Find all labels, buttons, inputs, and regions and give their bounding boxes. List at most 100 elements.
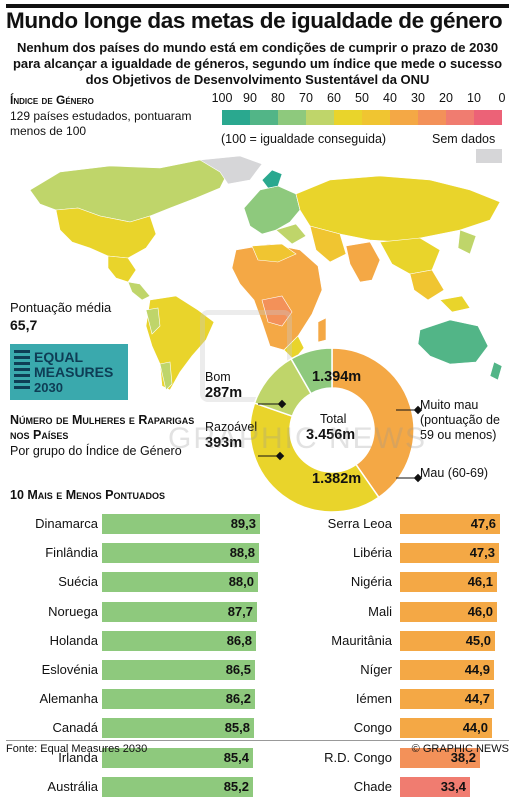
bar-row: Suécia 88,0 — [0, 572, 515, 593]
bar — [102, 747, 253, 768]
scale-number: 40 — [383, 91, 397, 105]
bar-category-label: Nigéria — [350, 574, 392, 590]
scale-swatch — [222, 110, 250, 125]
bar — [400, 718, 492, 739]
bar-row: Níger 44,9 — [0, 660, 515, 680]
women-subheading: Por grupo do Índice de Género — [10, 444, 182, 458]
bar-value-label: 88,0 — [228, 574, 254, 590]
bar — [400, 572, 497, 593]
bar-category-label: Libéria — [352, 545, 392, 561]
donut-center-value: 3.456m — [306, 427, 356, 443]
logo-line-1: EQUAL — [34, 349, 83, 365]
average-label: Pontuação média — [10, 300, 112, 315]
bar — [102, 660, 255, 680]
logo-line-2: MEASURES — [34, 364, 114, 380]
page-subtitle: Nenhum dos países do mundo está em condi… — [12, 40, 503, 87]
bar-value-label: 33,4 — [440, 778, 466, 794]
logo-line-3: 2030 — [34, 380, 63, 395]
bar-value-label: 45,0 — [465, 632, 491, 648]
bar-value-label: 38,2 — [450, 749, 476, 765]
bar-value-label: 47,6 — [470, 516, 496, 531]
scale-number: 50 — [355, 91, 369, 105]
bar-row: Eslovénia 86,5 — [0, 660, 515, 680]
top10-heading: 10 Mais e Menos Pontuados — [10, 488, 165, 502]
bar-row: Dinamarca 89,3 — [0, 514, 515, 534]
scale-number: 20 — [439, 91, 453, 105]
donut-label-muito-mau: Muito mau (pontuação de 59 ou menos) — [420, 398, 500, 442]
bar-value-label: 44,9 — [464, 662, 490, 677]
bar-row: Canadá 85,8 — [0, 718, 515, 739]
index-subheading: 129 países estudados, pontuaram menos de… — [10, 109, 192, 138]
scale-number: 80 — [271, 91, 285, 105]
donut-label-razoavel: Razoável — [205, 420, 258, 434]
scale-swatch — [362, 110, 390, 125]
bar-category-label: R.D. Congo — [324, 749, 392, 765]
scale-number: 100 — [211, 91, 233, 105]
watermark-text: GRAPHIC NEWS — [168, 422, 428, 455]
bar-category-label: Holanda — [49, 632, 98, 648]
donut-center-label: Total — [320, 412, 347, 426]
average-value: 65,7 — [10, 317, 38, 333]
logo-bars-icon — [14, 350, 30, 394]
bar-category-label: Níger — [360, 662, 392, 677]
bar-row: Congo 44,0 — [0, 718, 515, 739]
bar-value-label: 86,2 — [225, 691, 251, 707]
bar-category-label: Congo — [353, 720, 392, 736]
bar-value-label: 46,0 — [467, 603, 493, 619]
map-south-america — [145, 295, 215, 391]
top-rule — [6, 4, 509, 8]
bar-row: Irlanda 85,4 — [0, 747, 515, 768]
donut-value-mau: 1.382m — [312, 471, 362, 487]
footer-source: Fonte: Equal Measures 2030 — [6, 743, 148, 755]
bar-category-label: Mali — [368, 603, 392, 619]
bar-category-label: Suécia — [58, 574, 98, 590]
bar — [102, 543, 259, 564]
bar-row: Noruega 87,7 — [0, 601, 515, 622]
bar — [400, 601, 497, 622]
scale-number: 10 — [467, 91, 481, 105]
bar-row: Chade 33,4 — [0, 776, 515, 797]
donut-value-muito-mau: 1.394m — [312, 369, 362, 385]
scale-swatch — [334, 110, 362, 125]
no-data-swatch — [476, 149, 502, 163]
bar-row: Mauritânia 45,0 — [0, 630, 515, 651]
map-north-america — [29, 155, 263, 301]
bar-value-label: 85,8 — [224, 720, 250, 736]
donut-label-bom: Bom — [205, 370, 231, 384]
index-heading: Índice de Género — [10, 93, 94, 107]
bar-value-label: 44,0 — [462, 720, 488, 736]
bar — [400, 689, 494, 710]
bar-value-label: 47,3 — [469, 545, 495, 561]
map-europe — [243, 169, 307, 245]
bar-row: Iémen 44,7 — [0, 689, 515, 710]
map-africa — [231, 243, 327, 361]
bar — [400, 543, 499, 564]
scale-note: (100 = igualdade conseguida) — [221, 132, 387, 146]
bar-row: Libéria 47,3 — [0, 543, 515, 564]
bar-category-label: Alemanha — [39, 691, 98, 707]
scale-swatch — [306, 110, 334, 125]
donut-label-mau: Mau (60-69) — [420, 466, 489, 480]
watermark-logo — [200, 310, 292, 402]
bar-value-label: 44,7 — [464, 691, 490, 707]
scale-swatch — [474, 110, 502, 125]
scale-swatch — [446, 110, 474, 125]
bar-category-label: Canadá — [52, 720, 98, 736]
scale-swatch — [390, 110, 418, 125]
bar-category-label: Irlanda — [58, 749, 98, 765]
scale-number: 30 — [411, 91, 425, 105]
footer-rule — [6, 740, 509, 741]
donut-value-razoavel: 393m — [205, 435, 243, 451]
bar-row: Finlândia 88,8 — [0, 543, 515, 564]
map-oceania — [417, 295, 503, 381]
scale-number: 70 — [299, 91, 313, 105]
bar-category-label: Mauritânia — [331, 632, 392, 648]
page-title: Mundo longe das metas de igualdade de gé… — [6, 8, 503, 33]
color-scale — [222, 110, 502, 125]
donut-slice — [249, 402, 380, 513]
bar — [102, 718, 254, 739]
bar — [400, 660, 494, 680]
bar-value-label: 89,3 — [230, 516, 256, 531]
scale-swatch — [250, 110, 278, 125]
bar — [102, 572, 258, 593]
